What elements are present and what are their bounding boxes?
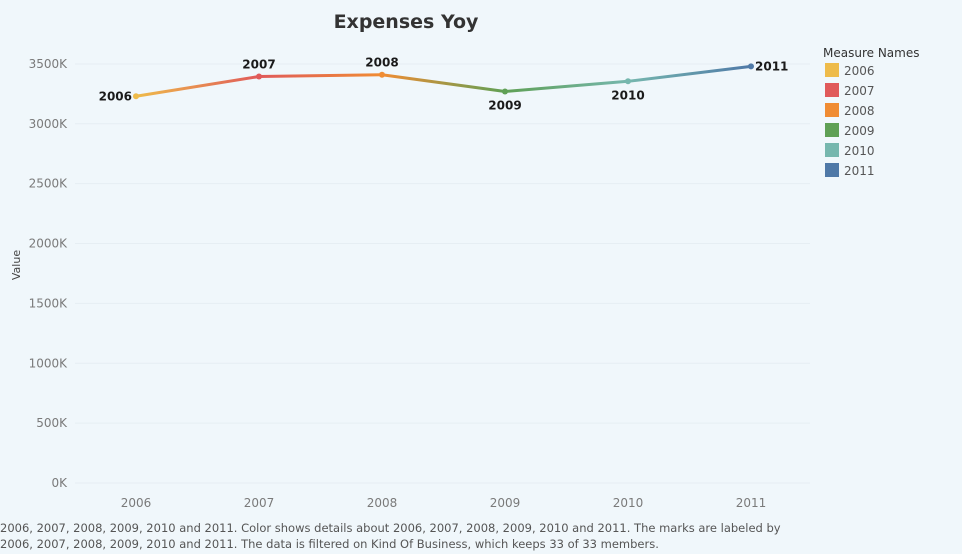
legend-swatch[interactable] xyxy=(825,163,839,177)
line-segment xyxy=(257,73,384,79)
y-tick-label: 1000K xyxy=(29,356,69,370)
line-segment xyxy=(380,73,507,93)
x-axis-ticks: 2006 2007 2008 2009 2010 2011 xyxy=(121,496,767,510)
legend: Measure Names 2006 2007 2008 2009 2010 2011 xyxy=(823,46,919,178)
legend-entry-label[interactable]: 2006 xyxy=(844,64,875,78)
y-axis-ticks: 0K 500K 1000K 1500K 2000K 2500K 3000K 3500K xyxy=(29,57,69,490)
data-label: 2011 xyxy=(755,59,788,73)
legend-title: Measure Names xyxy=(823,46,919,60)
x-tick-label: 2009 xyxy=(490,496,521,510)
data-label: 2007 xyxy=(242,58,275,72)
gridlines xyxy=(75,63,810,484)
legend-entry-label[interactable]: 2008 xyxy=(844,104,875,118)
data-point[interactable] xyxy=(256,73,262,80)
data-label: 2006 xyxy=(99,89,132,103)
data-label: 2008 xyxy=(365,56,398,70)
data-labels: 2006 2007 2008 2009 2010 2011 xyxy=(99,56,789,113)
legend-swatch[interactable] xyxy=(825,63,839,77)
data-points xyxy=(133,63,754,100)
y-tick-label: 1500K xyxy=(29,296,69,310)
y-tick-label: 0K xyxy=(51,476,68,490)
y-tick-label: 2500K xyxy=(29,177,69,191)
legend-entry-label[interactable]: 2007 xyxy=(844,84,875,98)
chart-title: Expenses Yoy xyxy=(334,11,479,33)
y-tick-label: 500K xyxy=(36,416,68,430)
line-segment xyxy=(626,64,753,83)
y-axis-title: Value xyxy=(10,250,23,280)
y-tick-label: 3000K xyxy=(29,117,69,131)
data-label: 2009 xyxy=(488,98,521,112)
legend-entry-label[interactable]: 2011 xyxy=(844,164,875,178)
legend-entry-label[interactable]: 2010 xyxy=(844,144,875,158)
x-tick-label: 2010 xyxy=(613,496,644,510)
y-tick-label: 3500K xyxy=(29,57,69,71)
x-tick-label: 2007 xyxy=(244,496,275,510)
legend-swatch[interactable] xyxy=(825,143,839,157)
series-line xyxy=(134,64,753,98)
x-tick-label: 2011 xyxy=(736,496,767,510)
line-chart: Expenses Yoy 0K 500K 1000K 1500K 2000K 2500K 3… xyxy=(10,11,919,510)
legend-entry-label[interactable]: 2009 xyxy=(844,124,875,138)
data-point[interactable] xyxy=(379,71,385,78)
chart-caption: 2006, 2007, 2008, 2009, 2010 and 2011. C… xyxy=(0,521,781,551)
data-point[interactable] xyxy=(748,63,754,70)
data-point[interactable] xyxy=(502,88,508,95)
data-label: 2010 xyxy=(611,88,644,102)
line-segment xyxy=(503,79,630,93)
legend-swatch[interactable] xyxy=(825,103,839,117)
x-tick-label: 2008 xyxy=(367,496,398,510)
data-point[interactable] xyxy=(625,78,631,85)
legend-swatch[interactable] xyxy=(825,83,839,97)
x-tick-label: 2006 xyxy=(121,496,152,510)
legend-swatch[interactable] xyxy=(825,123,839,137)
data-point[interactable] xyxy=(133,93,139,100)
y-tick-label: 2000K xyxy=(29,237,69,251)
line-segment xyxy=(134,75,261,98)
